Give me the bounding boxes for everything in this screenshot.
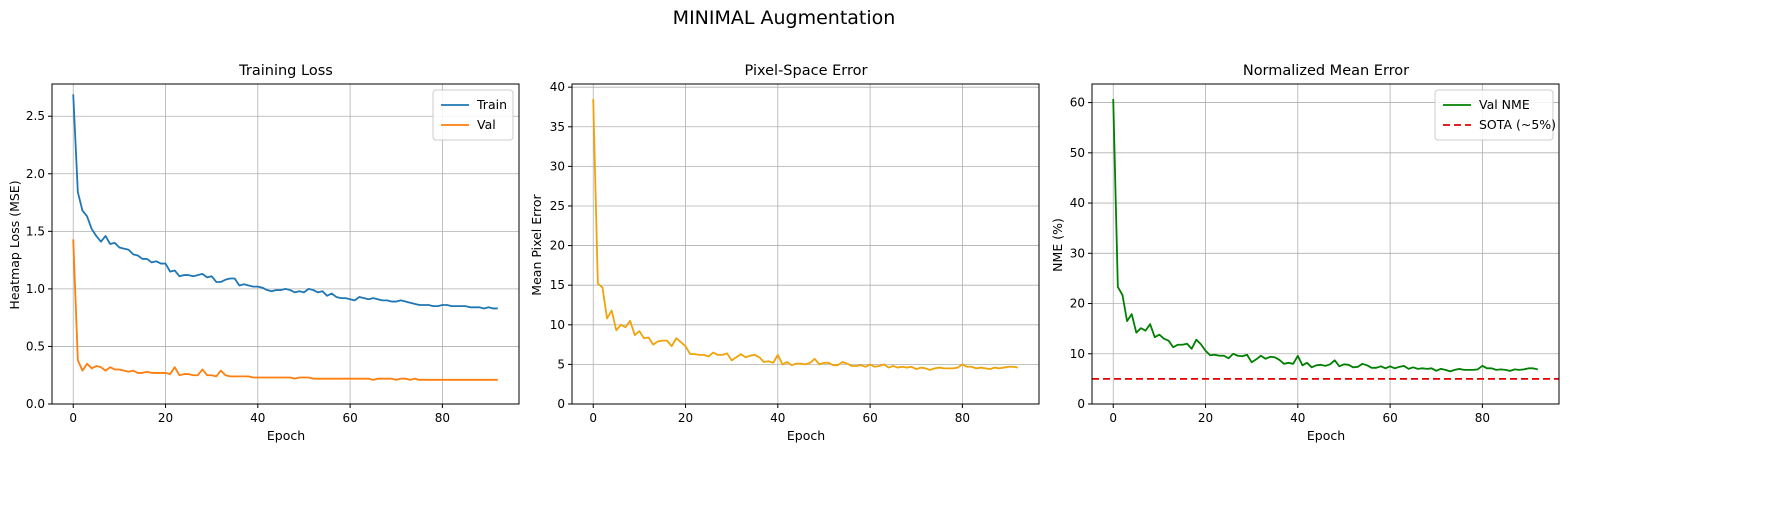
y-tick-label: 10 [1070, 347, 1085, 361]
y-tick-label: 30 [1070, 246, 1085, 260]
legend: Val NME SOTA (~5%) [1434, 89, 1556, 141]
subplot-normalized-mean-error: Normalized Mean Error Epoch NME (%) 0 20 4… [1050, 63, 1560, 443]
legend-label: Val NME [1479, 97, 1530, 112]
y-axis-label: Heatmap Loss (MSE) [7, 180, 22, 309]
y-tick-label: 2.0 [26, 167, 45, 181]
y-tick-label: 0 [557, 397, 565, 411]
subplot-title: Pixel-Space Error [745, 63, 868, 79]
y-axis-label: Mean Pixel Error [529, 193, 544, 295]
y-tick-label: 0 [1077, 397, 1085, 411]
y-tick-label: 20 [1070, 297, 1085, 311]
legend-box [432, 89, 514, 141]
x-axis-label: Epoch [267, 428, 305, 443]
x-tick-label: 0 [69, 411, 77, 425]
x-tick-label: 60 [342, 411, 357, 425]
x-tick-label: 80 [1475, 411, 1490, 425]
legend-label: Val [477, 117, 496, 132]
y-tick-label: 5 [557, 357, 565, 371]
y-tick-label: 40 [1070, 196, 1085, 210]
plot-frame [51, 83, 520, 405]
y-tick-label: 0.5 [26, 339, 45, 353]
y-tick-label: 1.5 [26, 224, 45, 238]
subplot-pixel-space-error: Pixel-Space Error Epoch Mean Pixel Error… [529, 63, 1040, 443]
y-axis-label: NME (%) [1050, 218, 1065, 272]
y-tick-label: 2.5 [26, 109, 45, 123]
legend-box [1434, 89, 1554, 141]
x-tick-label: 80 [435, 411, 450, 425]
plot-frame [571, 83, 1040, 405]
x-tick-label: 20 [1198, 411, 1213, 425]
y-tick-label: 15 [550, 278, 565, 292]
y-tick-label: 30 [550, 159, 565, 173]
y-tick-label: 50 [1070, 146, 1085, 160]
x-axis-label: Epoch [1307, 428, 1345, 443]
y-tick-label: 35 [550, 120, 565, 134]
x-tick-label: 80 [955, 411, 970, 425]
x-tick-label: 0 [589, 411, 597, 425]
y-tick-label: 0.0 [26, 397, 45, 411]
y-tick-label: 40 [550, 80, 565, 94]
y-tick-label: 10 [550, 318, 565, 332]
series-line [1112, 99, 1538, 373]
legend-label: SOTA (~5%) [1479, 117, 1556, 132]
subplot-training-loss: Training Loss Epoch Heatmap Loss (MSE) 0… [7, 63, 520, 443]
y-tick-label: 20 [550, 239, 565, 253]
x-tick-label: 20 [158, 411, 173, 425]
series-line [72, 239, 498, 381]
x-tick-label: 40 [1290, 411, 1305, 425]
x-tick-label: 60 [862, 411, 877, 425]
x-tick-label: 40 [250, 411, 265, 425]
x-tick-label: 20 [678, 411, 693, 425]
series-line [72, 94, 498, 310]
x-tick-label: 40 [770, 411, 785, 425]
subplot-title: Normalized Mean Error [1243, 63, 1409, 79]
legend-label: Train [476, 97, 507, 112]
y-tick-label: 60 [1070, 96, 1085, 110]
y-tick-label: 25 [550, 199, 565, 213]
x-tick-label: 0 [1109, 411, 1117, 425]
plot-frame [1091, 83, 1560, 405]
subplot-title: Training Loss [238, 63, 333, 79]
series-line [592, 99, 1018, 371]
legend: Train Val [432, 89, 514, 141]
figure-suptitle: MINIMAL Augmentation [673, 7, 896, 29]
y-tick-label: 1.0 [26, 282, 45, 296]
x-axis-label: Epoch [787, 428, 825, 443]
x-tick-label: 60 [1382, 411, 1397, 425]
